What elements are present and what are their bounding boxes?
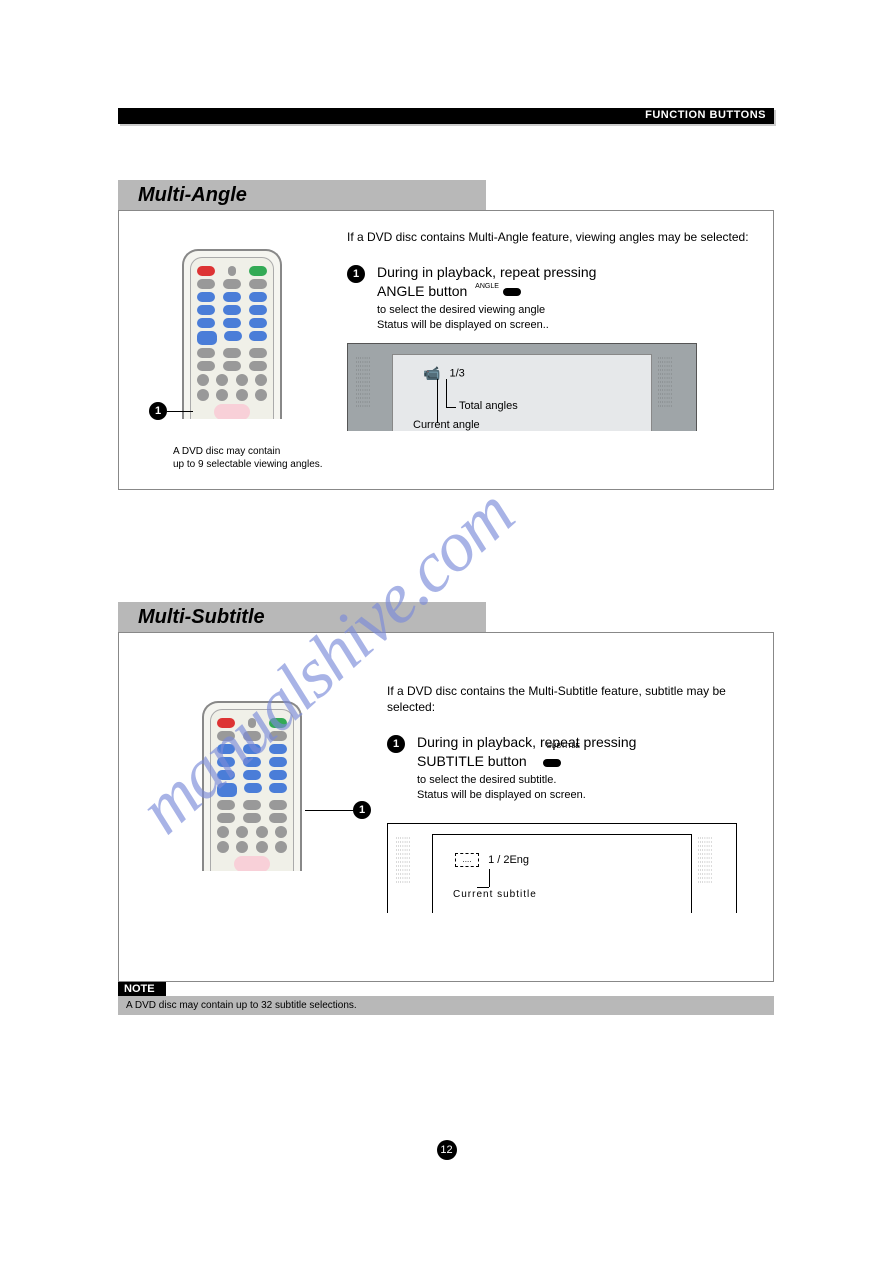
step-sub-1: to select the desired viewing angle [377, 303, 755, 318]
remote-illustration [182, 249, 282, 419]
button-label-small: ANGLE [475, 283, 499, 290]
tv-illustration: ::::::::::::::::::::::::::::::::::::::::… [387, 823, 737, 913]
step-sub-2: Status will be displayed on screen.. [377, 318, 755, 333]
section-title: Multi-Subtitle [118, 602, 486, 632]
step-1: 1 During in playback, repeat pressing AN… [347, 263, 755, 332]
annotation-current: Current angle [413, 419, 480, 431]
annotation-current: Current subtitle [453, 889, 537, 900]
speaker-right: ::::::::::::::::::::::::::::::::::::::::… [658, 356, 688, 408]
note-label: NOTE [118, 982, 166, 996]
note-block: NOTE A DVD disc may contain up to 32 sub… [118, 982, 774, 1015]
step-title-line1: During in playback, repeat pressing [417, 734, 636, 750]
step-title-line2: ANGLE button [377, 283, 467, 299]
section-multi-angle: Multi-Angle [118, 180, 774, 490]
panel-multi-subtitle: 1 If a DVD disc contains the Multi-Subti… [118, 632, 774, 982]
header-bar: FUNCTION BUTTONS [118, 108, 774, 124]
step-1: 1 During in playback, repeat pressing SU… [387, 733, 755, 802]
section-multi-subtitle: Multi-Subtitle [118, 602, 774, 1015]
step-title-line2: SUBTITLE button [417, 753, 527, 769]
subtitle-icon: .... [455, 853, 479, 867]
step-title-line1: During in playback, repeat pressing [377, 264, 596, 280]
page-number: 12 [437, 1140, 457, 1160]
remote-illustration [202, 701, 302, 871]
step-sub-2: Status will be displayed on screen. [417, 788, 755, 803]
remote-note: A DVD disc may contain up to 9 selectabl… [137, 445, 327, 471]
speaker-left: ::::::::::::::::::::::::::::::::::::::::… [396, 836, 426, 884]
header-title: FUNCTION BUTTONS [645, 109, 766, 121]
intro-text: If a DVD disc contains Multi-Angle featu… [347, 229, 755, 245]
tv-illustration: ::::::::::::::::::::::::::::::::::::::::… [347, 343, 697, 431]
section-title: Multi-Angle [118, 180, 486, 210]
speaker-left: ::::::::::::::::::::::::::::::::::::::::… [356, 356, 386, 408]
speaker-right: ::::::::::::::::::::::::::::::::::::::::… [698, 836, 728, 884]
callout-line [167, 411, 193, 412]
intro-text: If a DVD disc contains the Multi-Subtitl… [387, 683, 755, 715]
button-label-small: SUBTITLE [547, 742, 580, 751]
osd-angle-value: 1/3 [450, 367, 465, 379]
panel-multi-angle: 1 A DVD disc may contain up to 9 selecta… [118, 210, 774, 490]
step-number: 1 [387, 735, 405, 753]
angle-button-icon [503, 288, 521, 296]
callout-line [305, 810, 359, 811]
step-sub-1: to select the desired subtitle. [417, 773, 755, 788]
annotation-total: Total angles [459, 400, 518, 412]
osd-subtitle-value: 1 / 2Eng [488, 854, 529, 866]
subtitle-button-icon [543, 759, 561, 767]
callout-marker-1: 1 [149, 402, 167, 420]
note-text: A DVD disc may contain up to 32 subtitle… [118, 996, 774, 1015]
step-number: 1 [347, 265, 365, 283]
